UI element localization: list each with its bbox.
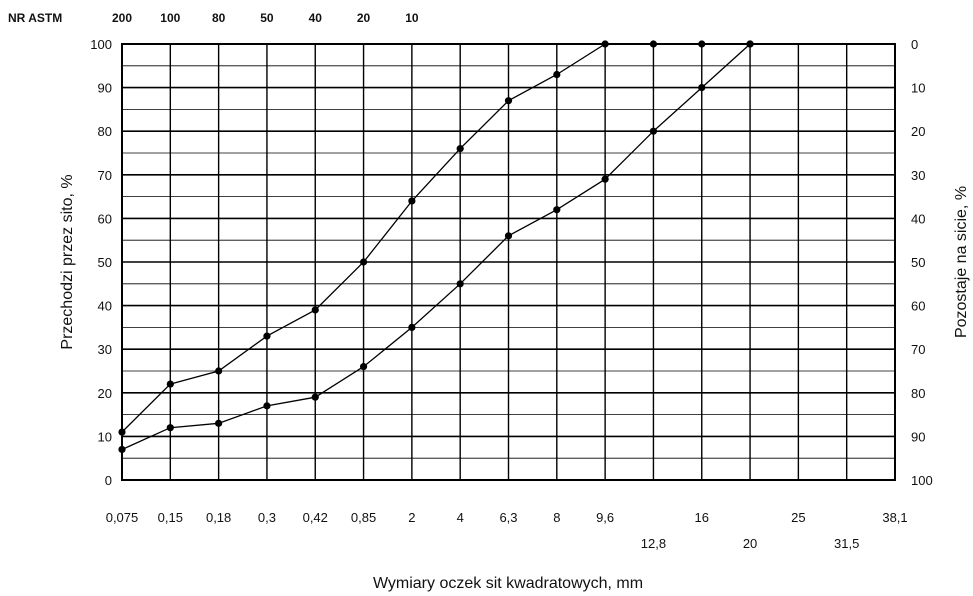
x-tick-label: 25	[791, 510, 805, 525]
y-axis-title-right: Pozostaje na sicie, %	[953, 186, 970, 338]
series-line	[121, 43, 751, 433]
x-tick-label: 0,15	[158, 510, 183, 525]
data-point	[698, 84, 706, 92]
data-point	[215, 367, 223, 375]
y-tick-label-left: 100	[90, 37, 112, 52]
y-tick-label-right: 40	[911, 211, 925, 226]
series-layer	[118, 40, 754, 454]
x-tick-label: 2	[408, 510, 415, 525]
x-tick-label: 4	[457, 510, 464, 525]
y-tick-label-right: 60	[911, 299, 925, 314]
x-tick-label: 9,6	[596, 510, 614, 525]
data-point	[263, 332, 271, 340]
x-tick-label: 20	[743, 536, 757, 551]
y-tick-label-left: 60	[98, 211, 112, 226]
x-tick-label: 0,42	[303, 510, 328, 525]
astm-tick-label: 100	[160, 11, 180, 25]
y-tick-label-right: 100	[911, 473, 933, 488]
data-point	[118, 428, 126, 436]
astm-tick-label: 200	[112, 11, 132, 25]
astm-tick-label: 40	[309, 11, 323, 25]
y-tick-label-left: 50	[98, 255, 112, 270]
x-tick-label: 38,1	[882, 510, 907, 525]
data-point	[456, 145, 464, 153]
data-point	[166, 380, 174, 388]
data-point	[215, 419, 223, 427]
data-point	[698, 40, 706, 48]
data-point	[263, 402, 271, 410]
data-point	[311, 306, 319, 314]
x-tick-label: 0,18	[206, 510, 231, 525]
y-tick-label-right: 30	[911, 168, 925, 183]
x-tick-label: 6,3	[499, 510, 517, 525]
x-axis-title: Wymiary oczek sit kwadratowych, mm	[373, 575, 643, 592]
astm-tick-label: 80	[212, 11, 226, 25]
series-1	[118, 40, 754, 436]
data-point	[649, 127, 658, 135]
y-tick-label-left: 80	[98, 124, 112, 139]
x-tick-label: 12,8	[641, 536, 666, 551]
data-point	[746, 40, 754, 48]
data-point	[359, 258, 368, 266]
data-point	[504, 232, 513, 240]
y-tick-label-right: 20	[911, 124, 925, 139]
data-point	[359, 363, 368, 371]
plot-frame	[121, 43, 896, 481]
x-tick-label: 0,075	[106, 510, 139, 525]
y-tick-label-left: 20	[98, 386, 112, 401]
x-tick-label: 0,85	[351, 510, 376, 525]
data-point	[408, 197, 416, 205]
data-point	[456, 280, 464, 288]
y-tick-label-left: 90	[98, 81, 112, 96]
top-axis-label: NR ASTM	[8, 11, 62, 25]
astm-tick-label: 20	[357, 11, 371, 25]
y-tick-label-left: 40	[98, 299, 112, 314]
data-point	[553, 206, 561, 214]
data-point	[166, 424, 174, 432]
y-tick-label-left: 0	[105, 473, 112, 488]
y-tick-label-left: 10	[98, 429, 112, 444]
data-point	[601, 40, 609, 48]
x-tick-label: 16	[695, 510, 709, 525]
y-tick-label-right: 90	[911, 429, 925, 444]
y-tick-label-left: 70	[98, 168, 112, 183]
series-line	[121, 43, 751, 451]
data-point	[553, 70, 561, 79]
data-point	[601, 175, 609, 183]
tick-labels: 0102030405060708090100100908070605040302…	[90, 11, 932, 551]
y-tick-label-right: 80	[911, 386, 925, 401]
y-axis-title-left: Przechodzi przez sito, %	[59, 174, 76, 349]
astm-tick-label: 10	[405, 11, 419, 25]
x-tick-label: 0,3	[258, 510, 276, 525]
data-point	[649, 40, 658, 48]
x-tick-label: 8	[553, 510, 560, 525]
series-2	[118, 40, 754, 454]
x-tick-label: 31,5	[834, 536, 859, 551]
data-point	[311, 393, 319, 401]
y-tick-label-right: 0	[911, 37, 918, 52]
y-tick-label-right: 10	[911, 81, 925, 96]
y-tick-label-right: 70	[911, 342, 925, 357]
y-tick-label-right: 50	[911, 255, 925, 270]
data-point	[118, 445, 126, 454]
astm-tick-label: 50	[260, 11, 274, 25]
data-point	[408, 323, 416, 331]
y-tick-label-left: 30	[98, 342, 112, 357]
data-point	[504, 97, 513, 105]
